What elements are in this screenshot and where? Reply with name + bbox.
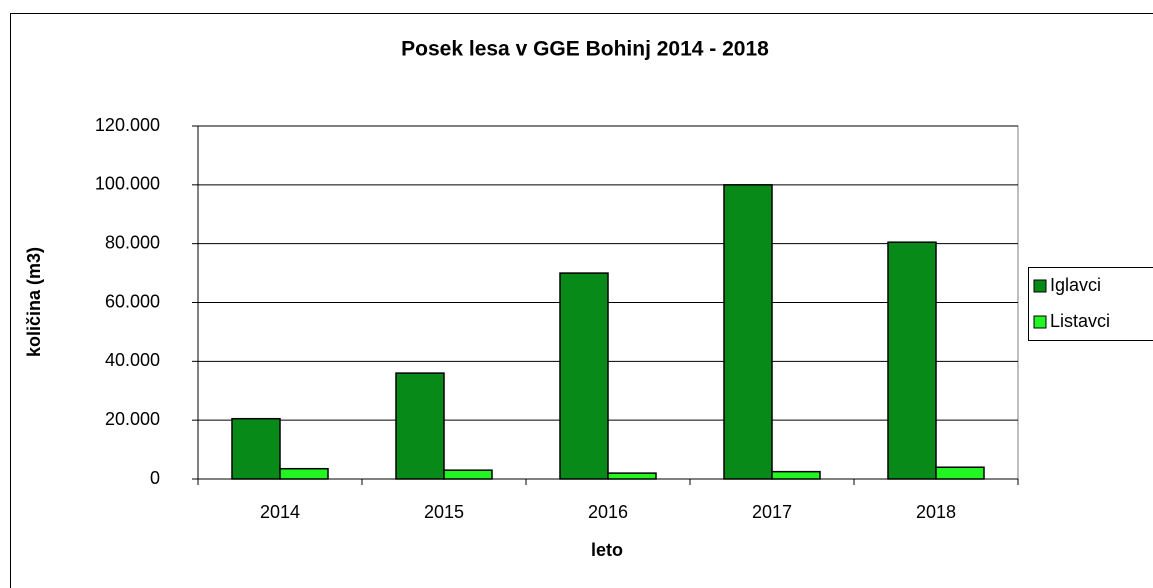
x-tick-label: 2014 xyxy=(260,502,300,522)
bar xyxy=(887,241,937,480)
x-tick-label: 2018 xyxy=(916,502,956,522)
chart-title: Posek lesa v GGE Bohinj 2014 - 2018 xyxy=(401,38,769,61)
x-tick-label: 2016 xyxy=(588,502,628,522)
y-axis-label: količina (m3) xyxy=(24,247,44,357)
bar xyxy=(607,472,657,480)
bar xyxy=(279,467,329,480)
bar xyxy=(395,372,445,480)
bar xyxy=(231,417,281,480)
y-tick-label: 100.000 xyxy=(95,174,160,194)
y-tick-label: 80.000 xyxy=(105,232,160,252)
y-tick-label: 20.000 xyxy=(105,409,160,429)
legend-label: Listavci xyxy=(1050,311,1110,331)
y-tick-label: 60.000 xyxy=(105,291,160,311)
legend-swatch xyxy=(1033,279,1047,293)
legend-box xyxy=(1028,267,1153,341)
y-tick-label: 40.000 xyxy=(105,350,160,370)
bar xyxy=(723,184,773,480)
bar xyxy=(935,466,985,480)
bar xyxy=(443,469,493,480)
x-tick-label: 2015 xyxy=(424,502,464,522)
bar xyxy=(559,272,609,480)
y-tick-label: 120.000 xyxy=(95,115,160,135)
y-tick-label: 0 xyxy=(150,468,160,488)
bar xyxy=(771,470,821,480)
x-tick-label: 2017 xyxy=(752,502,792,522)
legend-swatch xyxy=(1033,315,1047,329)
x-axis-label: leto xyxy=(591,540,623,560)
legend-label: Iglavci xyxy=(1050,275,1101,295)
